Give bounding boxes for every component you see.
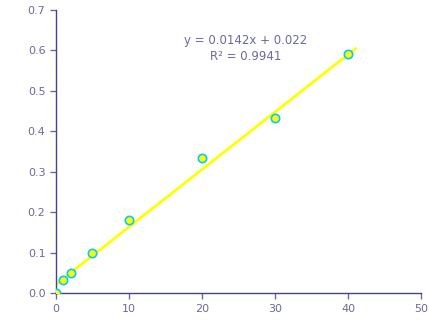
Point (52, 291, 59, 296)
Point (60, 277, 67, 283)
Point (272, 115, 279, 121)
Text: y = 0.0142x + 0.022: y = 0.0142x + 0.022 (184, 34, 307, 47)
Point (345, 52, 352, 57)
Point (199, 155, 206, 160)
Point (67, 271, 74, 276)
Point (126, 218, 132, 223)
Text: R² = 0.9941: R² = 0.9941 (210, 50, 282, 63)
Point (89, 250, 96, 256)
